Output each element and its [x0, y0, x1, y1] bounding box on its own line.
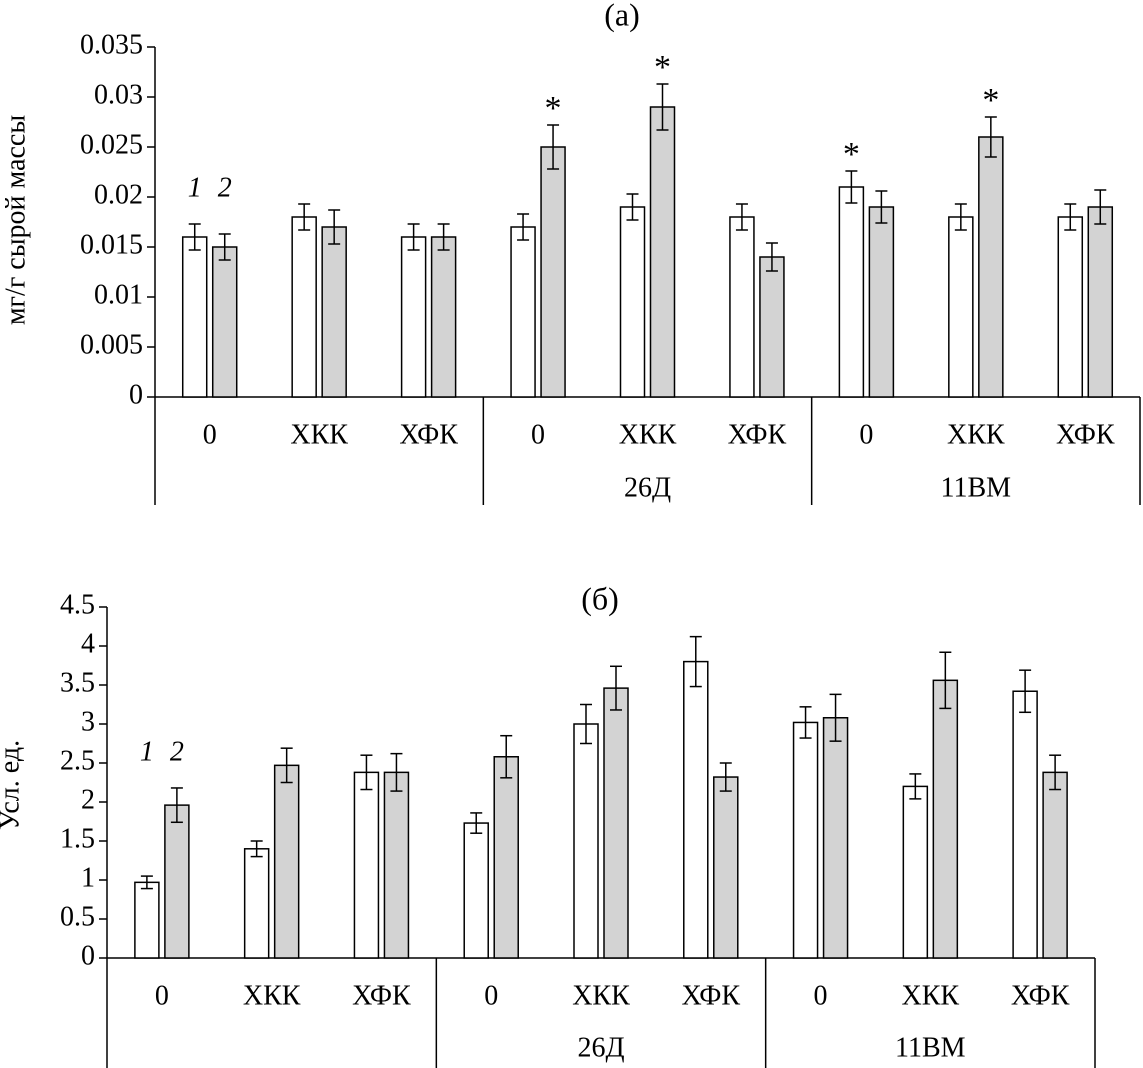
bar [1057, 216, 1084, 398]
y-tick-label: 4.5 [60, 589, 95, 620]
chart-title: (б) [581, 580, 619, 616]
y-tick-label: 0.005 [80, 329, 143, 360]
significance-marker: * [654, 49, 671, 86]
bar [1087, 206, 1114, 398]
bar [683, 660, 709, 959]
bar [868, 206, 895, 398]
y-tick-label: 0.035 [80, 29, 143, 60]
y-tick-label: 3 [81, 706, 95, 737]
group-label: 11ВМ [941, 472, 1012, 503]
legend-label: 1 [140, 736, 154, 767]
x-tick-label: ХФК [399, 419, 458, 450]
x-tick-label: ХФК [352, 980, 411, 1011]
bar [649, 106, 676, 398]
y-tick-label: 0.01 [94, 279, 143, 310]
bar [510, 226, 536, 398]
x-tick-label: 0 [155, 980, 169, 1011]
bar [932, 679, 959, 959]
y-tick-label: 1 [81, 862, 95, 893]
bar [353, 771, 380, 959]
group-label: 26Д [577, 1032, 624, 1063]
bar [822, 717, 849, 959]
bar [400, 236, 427, 398]
x-tick-label: ХФК [681, 980, 740, 1011]
bar [493, 756, 519, 959]
y-tick-label: 0.03 [94, 79, 143, 110]
bar [181, 236, 208, 398]
y-tick-label: 0 [81, 940, 95, 971]
x-tick-label: 0 [814, 980, 828, 1011]
group-label: 26Д [624, 472, 671, 503]
x-tick-label: ХФК [1011, 980, 1070, 1011]
y-tick-label: 1.5 [60, 823, 95, 854]
bar [573, 723, 599, 959]
x-tick-label: ХФК [1056, 419, 1115, 450]
bar [1012, 690, 1038, 959]
bar [948, 216, 974, 398]
bar [729, 216, 755, 398]
y-tick-label: 0 [129, 379, 143, 410]
chart-title: (а) [604, 0, 640, 32]
bar [759, 256, 785, 398]
bar [383, 771, 410, 959]
bar [1042, 771, 1068, 959]
significance-marker: * [545, 90, 562, 127]
group-label: 11ВМ [895, 1032, 966, 1063]
y-tick-label: 2.5 [60, 745, 95, 776]
y-axis-label: мг/г сырой массы [0, 115, 31, 326]
bar [619, 206, 646, 398]
bar [321, 226, 347, 398]
x-tick-label: ХКК [243, 980, 301, 1011]
bar [463, 822, 489, 959]
bar [211, 246, 238, 398]
bar [978, 136, 1004, 398]
y-tick-label: 0.015 [80, 229, 143, 260]
legend-label: 1 [188, 172, 202, 203]
x-tick-label: ХКК [947, 419, 1005, 450]
bar [603, 687, 629, 959]
y-tick-label: 3.5 [60, 667, 95, 698]
significance-marker: * [843, 136, 860, 173]
bar [792, 721, 819, 959]
bar [902, 785, 929, 959]
legend-label: 2 [218, 172, 232, 203]
bar [243, 848, 270, 959]
x-tick-label: 0 [484, 980, 498, 1011]
x-tick-label: ХКК [290, 419, 348, 450]
y-tick-label: 2 [81, 784, 95, 815]
y-tick-label: 0.025 [80, 129, 143, 160]
x-tick-label: ХФК [728, 419, 787, 450]
bar [273, 764, 300, 959]
bar [430, 236, 457, 398]
x-tick-label: ХКК [902, 980, 960, 1011]
x-tick-label: 0 [859, 419, 873, 450]
y-axis-label: Усл. ед. [0, 740, 25, 830]
x-tick-label: 0 [531, 419, 545, 450]
y-tick-label: 0.02 [94, 179, 143, 210]
x-tick-label: ХКК [619, 419, 677, 450]
y-tick-label: 4 [81, 628, 95, 659]
x-tick-label: ХКК [572, 980, 630, 1011]
significance-marker: * [982, 82, 999, 119]
bar [134, 881, 160, 959]
bar [713, 776, 739, 959]
bar [291, 216, 317, 398]
bar [838, 186, 865, 398]
y-tick-label: 0.5 [60, 901, 95, 932]
bar [164, 804, 190, 959]
x-tick-label: 0 [203, 419, 217, 450]
legend-label: 2 [170, 736, 184, 767]
bar [540, 146, 566, 398]
